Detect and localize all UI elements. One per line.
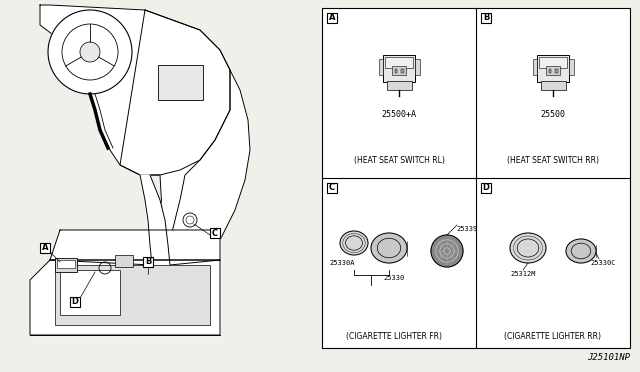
- Bar: [143, 257, 153, 267]
- Ellipse shape: [371, 233, 407, 263]
- Text: A: A: [42, 244, 48, 253]
- Bar: [383, 55, 415, 82]
- Text: (CIGARETTE LIGHTER RR): (CIGARETTE LIGHTER RR): [504, 331, 602, 340]
- Circle shape: [431, 235, 463, 267]
- Bar: [55, 265, 210, 325]
- Bar: [57, 260, 75, 268]
- Bar: [327, 13, 337, 23]
- Circle shape: [80, 42, 100, 62]
- Text: B: B: [483, 13, 489, 22]
- Text: C: C: [212, 228, 218, 237]
- Text: (HEAT SEAT SWITCH RL): (HEAT SEAT SWITCH RL): [353, 155, 444, 164]
- Text: 25330A: 25330A: [329, 260, 355, 266]
- Bar: [322, 8, 630, 348]
- Bar: [481, 13, 491, 23]
- Polygon shape: [30, 260, 220, 335]
- Text: B: B: [145, 257, 151, 266]
- Polygon shape: [120, 10, 230, 265]
- Bar: [481, 183, 491, 193]
- Circle shape: [48, 10, 132, 94]
- Bar: [210, 228, 220, 238]
- Bar: [569, 59, 573, 75]
- Bar: [555, 69, 557, 73]
- Ellipse shape: [566, 239, 596, 263]
- Bar: [541, 81, 566, 90]
- Bar: [385, 57, 413, 68]
- Text: C: C: [329, 183, 335, 192]
- Polygon shape: [165, 70, 250, 265]
- Bar: [387, 81, 412, 90]
- Text: A: A: [329, 13, 335, 22]
- Bar: [548, 69, 551, 73]
- Bar: [70, 297, 80, 307]
- Text: 25330: 25330: [383, 275, 404, 281]
- Polygon shape: [40, 5, 230, 175]
- Text: J25101NP: J25101NP: [587, 353, 630, 362]
- Bar: [378, 59, 383, 75]
- Bar: [546, 66, 560, 75]
- Text: 25339: 25339: [456, 226, 477, 232]
- Ellipse shape: [340, 231, 368, 255]
- Bar: [539, 57, 567, 68]
- Bar: [158, 65, 203, 100]
- Bar: [392, 66, 406, 75]
- Bar: [60, 270, 120, 315]
- Text: (CIGARETTE LIGHTER FR): (CIGARETTE LIGHTER FR): [346, 331, 442, 340]
- Bar: [415, 59, 419, 75]
- Circle shape: [62, 24, 118, 80]
- Text: D: D: [483, 183, 490, 192]
- Bar: [532, 59, 537, 75]
- Polygon shape: [50, 175, 220, 265]
- Text: 25330C: 25330C: [590, 260, 616, 266]
- Bar: [115, 255, 133, 267]
- Bar: [394, 69, 397, 73]
- Text: 25500+A: 25500+A: [381, 110, 417, 119]
- Text: D: D: [72, 298, 79, 307]
- Text: 25500: 25500: [541, 110, 566, 119]
- Text: 25312M: 25312M: [510, 271, 536, 277]
- Bar: [327, 183, 337, 193]
- Bar: [401, 69, 403, 73]
- Ellipse shape: [510, 233, 546, 263]
- Polygon shape: [50, 230, 220, 260]
- Text: (HEAT SEAT SWITCH RR): (HEAT SEAT SWITCH RR): [507, 155, 599, 164]
- Bar: [55, 258, 77, 272]
- Bar: [40, 243, 50, 253]
- Bar: [537, 55, 569, 82]
